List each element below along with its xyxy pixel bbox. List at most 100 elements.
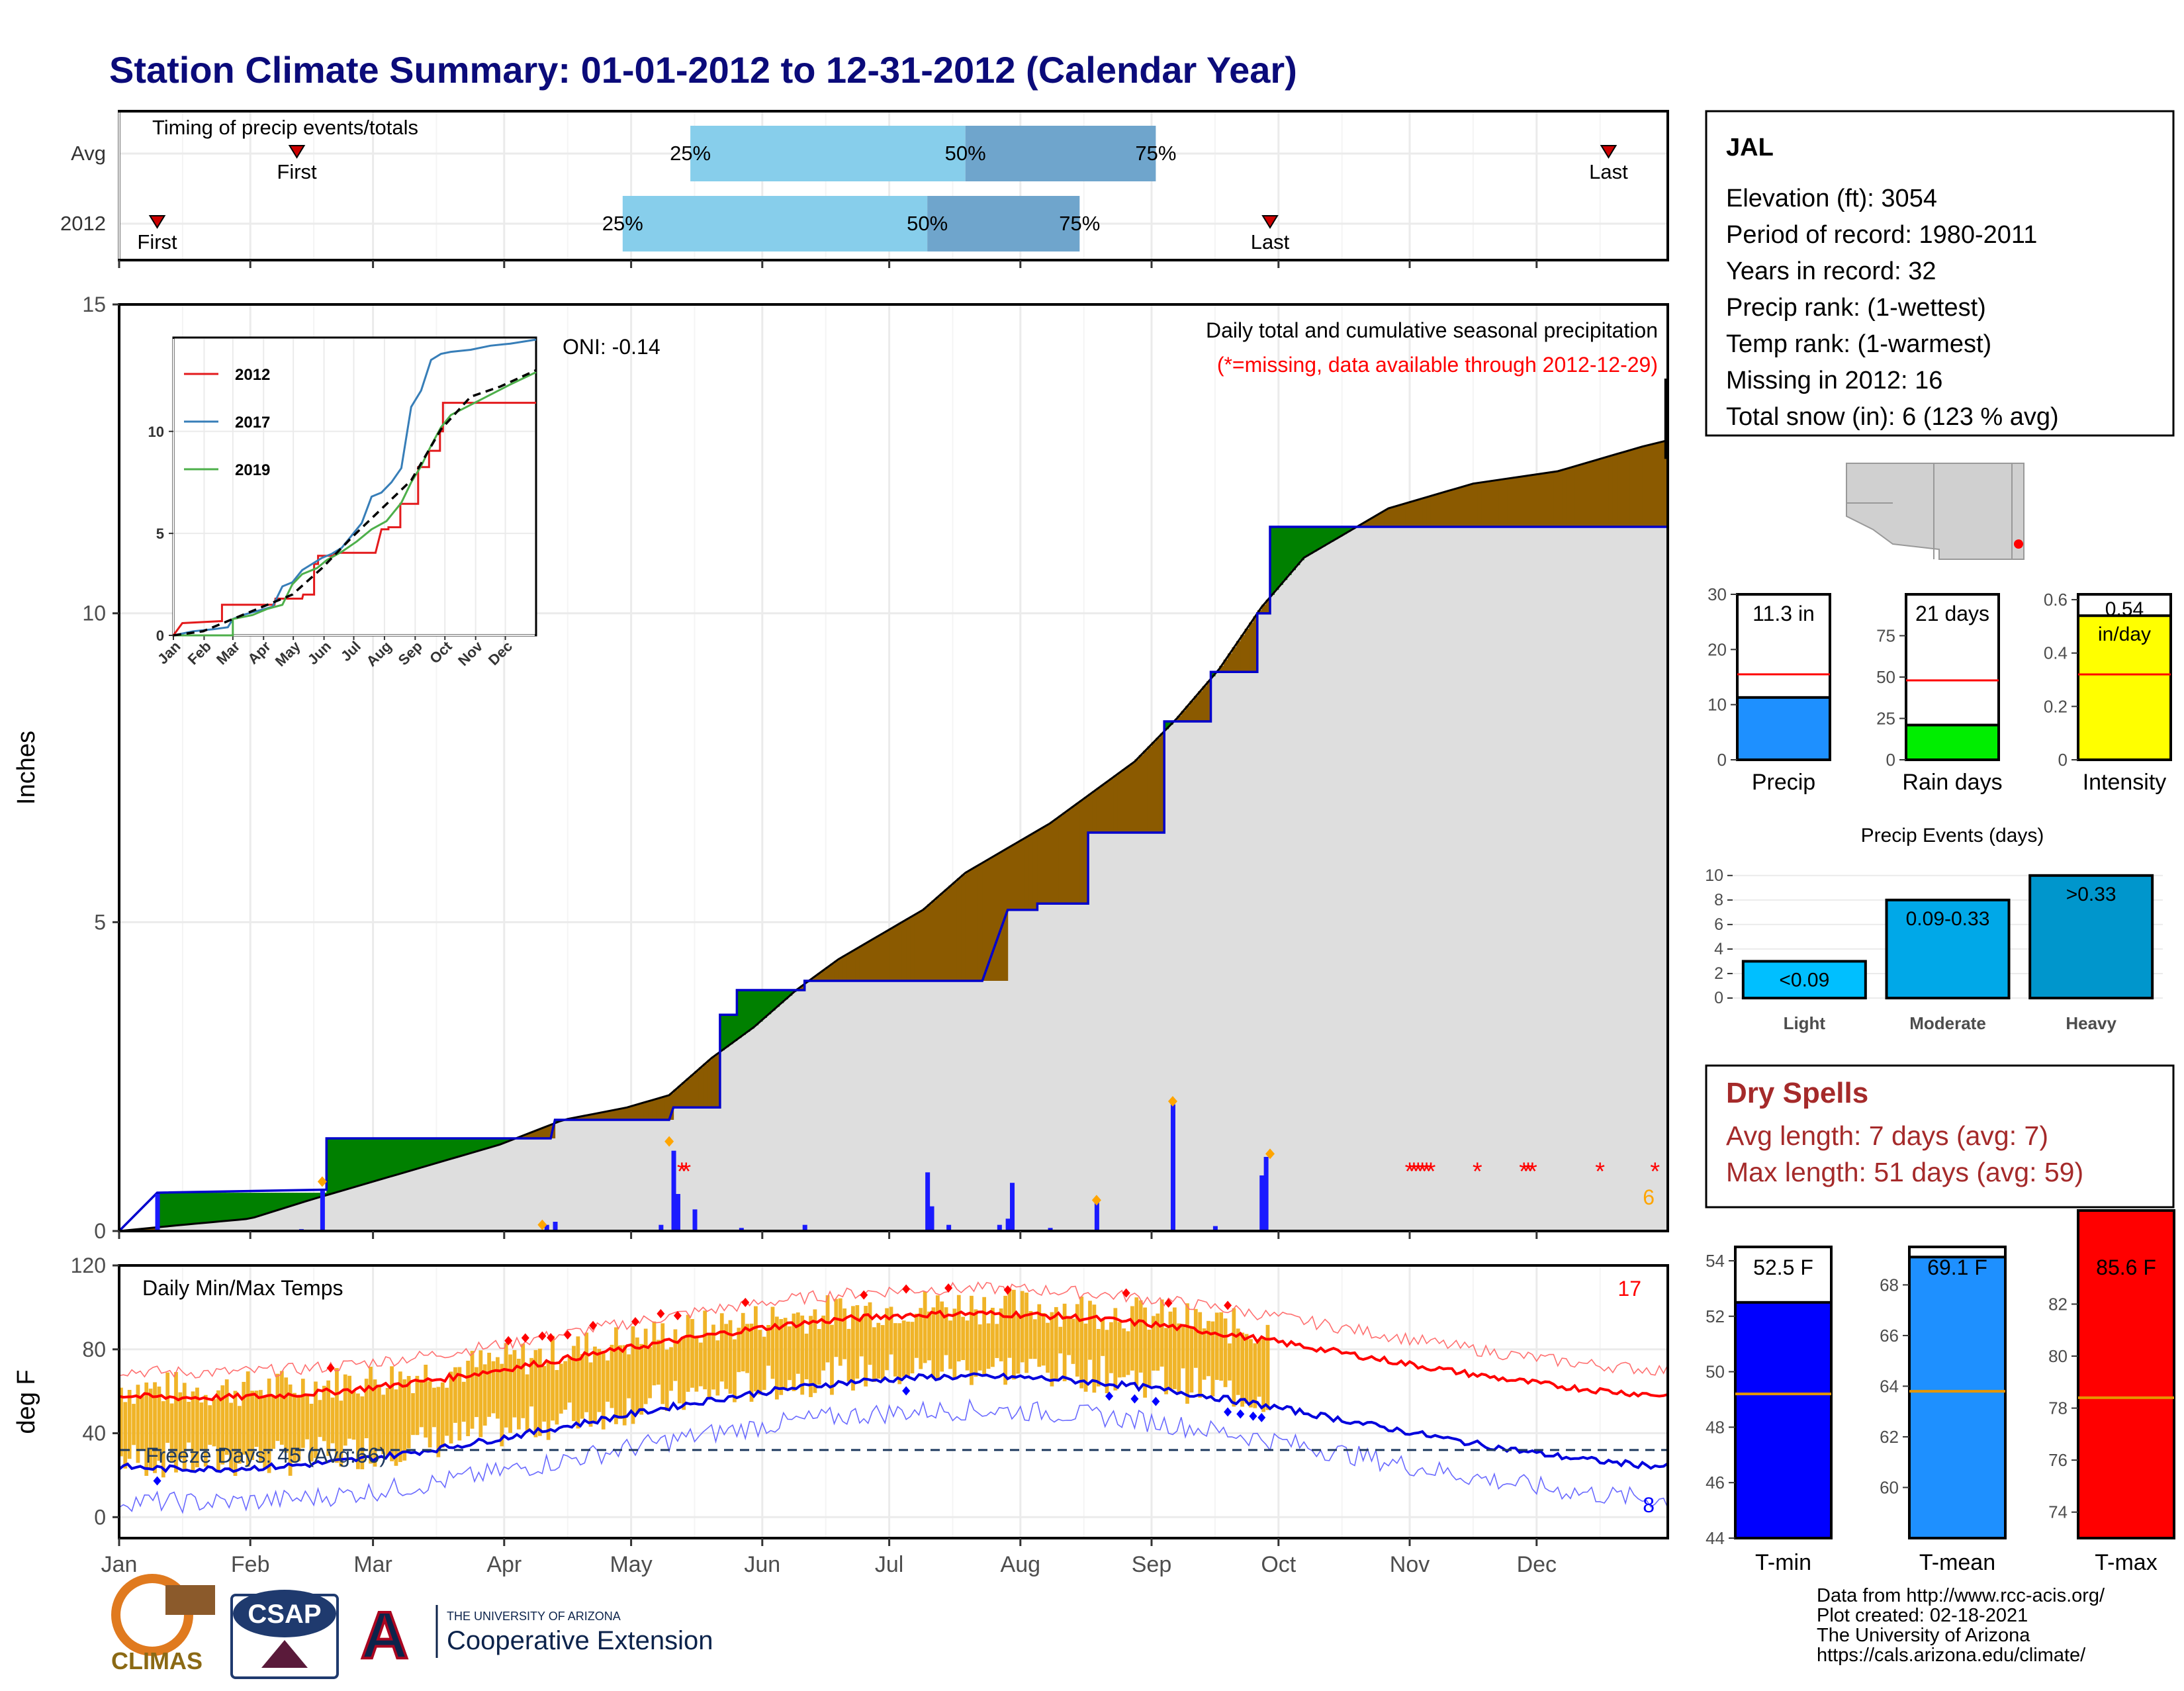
daily-temp-bar <box>821 1315 826 1371</box>
daily-temp-bar <box>774 1316 779 1400</box>
above-avg-fill <box>258 1193 263 1216</box>
daily-temp-bar <box>369 1367 373 1464</box>
daily-temp-bar <box>406 1376 411 1449</box>
below-avg-fill <box>1257 610 1262 614</box>
below-avg-fill <box>876 935 882 981</box>
above-avg-fill <box>330 1138 336 1194</box>
below-avg-fill <box>1046 824 1051 904</box>
daily-temp-bar <box>639 1344 644 1415</box>
below-avg-fill <box>1079 800 1085 904</box>
missing-day-marker: * <box>677 1158 687 1186</box>
daily-temp-bar <box>897 1323 902 1385</box>
daily-temp-bar <box>275 1373 280 1441</box>
events-y-tick-label: 10 <box>1705 866 1723 885</box>
above-avg-fill <box>754 990 759 1026</box>
above-avg-fill <box>216 1193 222 1222</box>
precip-event-category: Light <box>1784 1013 1826 1033</box>
gauge-y-tick-label: 0 <box>2058 750 2068 770</box>
below-avg-fill <box>1473 483 1478 527</box>
above-avg-fill <box>466 1138 471 1154</box>
below-avg-fill <box>1604 457 1610 527</box>
below-avg-fill <box>1511 477 1516 527</box>
daily-temp-bar <box>766 1325 770 1366</box>
daily-temp-bar <box>809 1316 813 1397</box>
daily-precip-bar <box>1094 1201 1099 1231</box>
daily-temp-bar <box>551 1336 555 1421</box>
daily-temp-bar <box>203 1394 208 1467</box>
daily-temp-bar <box>330 1397 335 1443</box>
below-avg-fill <box>690 1074 696 1108</box>
record-low-marker <box>1257 1412 1266 1422</box>
below-avg-fill <box>868 940 873 981</box>
temp-gauge-y-tick-label: 62 <box>1880 1427 1899 1447</box>
temp-gauge-y-tick-label: 46 <box>1706 1473 1725 1492</box>
gauge-precip: 0 10 20 30 11.3 in Precip <box>1707 584 1831 795</box>
daily-temp-bar <box>1193 1308 1198 1368</box>
above-avg-fill <box>428 1138 433 1165</box>
daily-temp-bar <box>610 1344 614 1408</box>
above-avg-fill <box>335 1138 340 1193</box>
daily-temp-bar <box>542 1365 547 1422</box>
temp-gauge-value-text: 52.5 F <box>1753 1256 1813 1279</box>
above-avg-fill <box>491 1138 496 1147</box>
temp-gauge-y-tick-label: 78 <box>2048 1398 2068 1418</box>
below-avg-fill <box>1410 501 1414 527</box>
below-avg-fill <box>999 851 1004 981</box>
daily-temp-bar <box>627 1354 631 1398</box>
daily-temp-bar <box>381 1394 386 1455</box>
below-avg-fill <box>686 1078 691 1108</box>
daily-temp-bar <box>356 1393 360 1469</box>
below-avg-fill <box>919 911 924 981</box>
daily-temp-bar <box>576 1336 580 1429</box>
daily-temp-bar <box>343 1374 347 1446</box>
events-y-tick-label: 2 <box>1714 964 1723 983</box>
above-avg-fill <box>719 1015 725 1050</box>
temp-gauge-y-tick-label: 74 <box>2048 1502 2068 1522</box>
daily-temp-bar <box>876 1322 881 1379</box>
daily-temp-bar <box>258 1390 263 1462</box>
above-avg-fill <box>779 990 784 1003</box>
daily-temp-bar <box>622 1345 627 1426</box>
timing-marker-icon <box>288 145 306 159</box>
above-avg-fill <box>1329 527 1334 542</box>
below-avg-fill <box>1062 812 1068 904</box>
daily-temp-bar <box>698 1342 703 1387</box>
avg-min-line <box>118 1372 1669 1473</box>
above-avg-fill <box>415 1138 420 1169</box>
timing-quantile-label: 50% <box>945 142 986 165</box>
daily-temp-bar <box>496 1357 500 1419</box>
daily-temp-bar <box>373 1379 377 1467</box>
above-avg-fill <box>174 1193 179 1226</box>
daily-temp-bar <box>224 1379 229 1455</box>
above-avg-fill <box>1346 527 1351 532</box>
daily-temp-bar <box>424 1365 428 1438</box>
below-avg-fill <box>1443 491 1449 527</box>
below-avg-fill <box>1414 500 1419 527</box>
below-avg-fill <box>1185 706 1191 721</box>
gauge-y-tick-label: 10 <box>1707 695 1727 715</box>
daily-temp-bar <box>191 1391 195 1471</box>
daily-precip-bar <box>946 1224 952 1231</box>
daily-temp-bar <box>846 1328 851 1382</box>
daily-temp-bar <box>1185 1303 1189 1404</box>
above-avg-fill <box>1299 527 1304 561</box>
below-avg-fill <box>1405 502 1410 527</box>
above-avg-fill <box>783 990 788 999</box>
daily-temp-bar <box>394 1389 398 1466</box>
daily-temp-bar <box>132 1404 136 1445</box>
record-high-marker <box>657 1308 665 1318</box>
month-label: Mar <box>353 1552 392 1577</box>
below-avg-fill <box>631 1105 636 1120</box>
temp-gauge-t-max: 74 76 78 80 82 85.6 F T-max <box>2048 1209 2175 1575</box>
below-avg-fill <box>601 1112 606 1120</box>
above-avg-fill <box>199 1193 205 1224</box>
timing-label: Timing of precip events/totals <box>152 116 418 139</box>
above-avg-fill <box>1168 721 1173 725</box>
daily-temp-bar <box>995 1324 999 1358</box>
below-avg-fill <box>1422 498 1428 527</box>
timing-bar-q50-q75 <box>927 196 1080 251</box>
daily-temp-bar <box>1003 1295 1007 1385</box>
daily-temp-bar <box>792 1313 796 1391</box>
above-avg-fill <box>1333 527 1338 539</box>
